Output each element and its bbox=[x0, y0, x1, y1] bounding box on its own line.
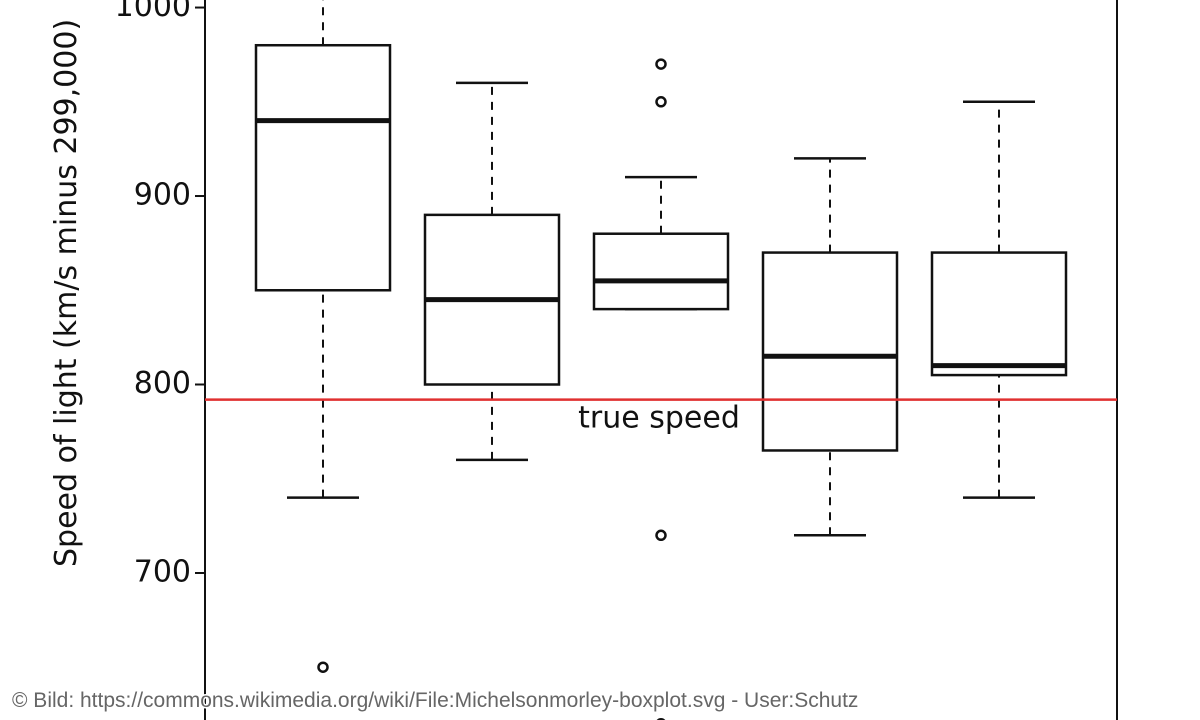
y-tick-label: 900 bbox=[134, 178, 191, 213]
image-credit: © Bild: https://commons.wikimedia.org/wi… bbox=[12, 689, 858, 712]
box bbox=[761, 251, 899, 452]
box bbox=[254, 43, 392, 292]
box bbox=[592, 232, 730, 311]
outlier bbox=[655, 529, 667, 542]
outlier bbox=[655, 58, 667, 70]
y-tick-label: 1000 bbox=[115, 0, 191, 24]
outlier bbox=[656, 718, 666, 720]
outlier bbox=[317, 661, 329, 673]
outlier bbox=[655, 96, 667, 108]
y-tick-label: 800 bbox=[134, 366, 191, 401]
box bbox=[930, 251, 1068, 377]
reference-label: true speed bbox=[578, 401, 740, 436]
y-tick-label: 700 bbox=[134, 554, 191, 589]
y-axis-label: Speed of light (km/s minus 299,000) bbox=[49, 19, 84, 567]
